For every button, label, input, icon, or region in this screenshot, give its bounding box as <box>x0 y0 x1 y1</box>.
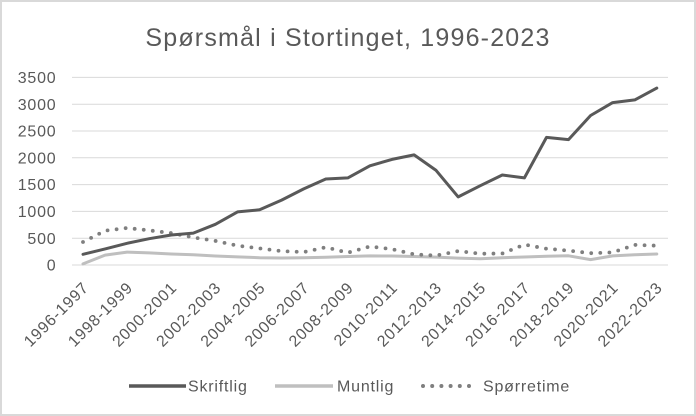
svg-text:Skriftlig: Skriftlig <box>188 379 248 396</box>
svg-text:Muntlig: Muntlig <box>337 379 394 396</box>
svg-text:1000: 1000 <box>18 204 57 221</box>
svg-text:Spørsmål i Stortinget, 1996-20: Spørsmål i Stortinget, 1996-2023 <box>145 24 550 52</box>
svg-text:Spørretime: Spørretime <box>483 379 570 396</box>
svg-text:500: 500 <box>27 231 56 248</box>
svg-text:1500: 1500 <box>18 177 57 194</box>
svg-text:2500: 2500 <box>18 124 57 141</box>
svg-text:2000: 2000 <box>18 150 57 167</box>
svg-text:3500: 3500 <box>18 70 57 87</box>
svg-text:0: 0 <box>47 258 57 275</box>
svg-text:3000: 3000 <box>18 97 57 114</box>
